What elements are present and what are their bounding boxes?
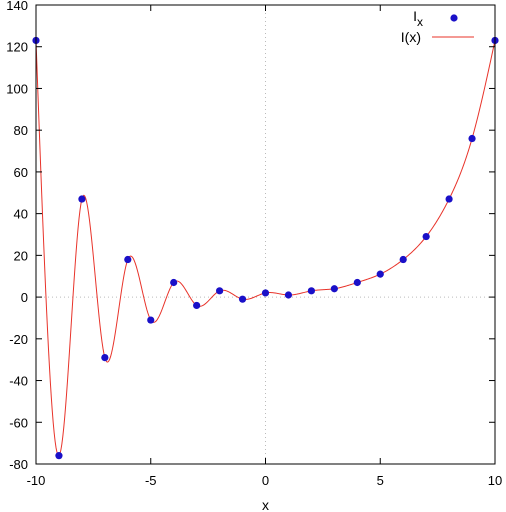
- x-tick-label: 0: [262, 473, 269, 488]
- data-point: [101, 353, 109, 362]
- data-point: [170, 278, 178, 287]
- data-point: [238, 295, 247, 303]
- x-tick-label: 10: [488, 473, 502, 488]
- y-tick-label: -40: [9, 374, 28, 389]
- ticks-layer: -10 -5 0 5 10 -80 -60 -40 -20 0 20 40 60 80 100 120 140: [6, 0, 502, 488]
- legend-label-points: Ix: [413, 8, 423, 29]
- legend-marker-points: [450, 14, 458, 22]
- data-point: [307, 287, 315, 295]
- data-point: [399, 255, 407, 264]
- data-point: [78, 195, 86, 203]
- x-tick-label: -10: [27, 473, 46, 488]
- points-layer: [32, 36, 499, 460]
- y-tick-label: -20: [9, 332, 28, 347]
- y-tick-label: 60: [14, 165, 28, 180]
- y-tick-label: 20: [14, 248, 28, 263]
- x-axis-title: x: [262, 497, 269, 512]
- data-point: [284, 291, 293, 299]
- x-tick-label: 5: [377, 473, 384, 488]
- data-point: [330, 285, 338, 293]
- y-tick-label: 40: [14, 207, 28, 222]
- data-point: [353, 278, 361, 287]
- data-point: [261, 289, 270, 297]
- y-tick-label: 100: [6, 81, 28, 96]
- legend: Ix I(x): [401, 8, 474, 45]
- data-point: [193, 301, 201, 310]
- x-tick-label: -5: [145, 473, 157, 488]
- data-point: [468, 134, 476, 143]
- data-point: [124, 255, 132, 264]
- data-point: [216, 287, 224, 295]
- data-point: [147, 316, 155, 324]
- y-tick-label: -60: [9, 415, 28, 430]
- y-tick-label: -80: [9, 457, 28, 472]
- y-tick-label: 80: [14, 123, 28, 138]
- data-point: [445, 195, 453, 203]
- data-point: [422, 232, 430, 241]
- legend-label-curve: I(x): [401, 29, 421, 45]
- data-point: [376, 270, 384, 278]
- y-tick-label: 120: [6, 40, 28, 55]
- y-tick-label: 140: [6, 0, 28, 13]
- data-point: [55, 452, 63, 460]
- zero-lines: [36, 5, 495, 464]
- y-tick-label: 0: [21, 290, 28, 305]
